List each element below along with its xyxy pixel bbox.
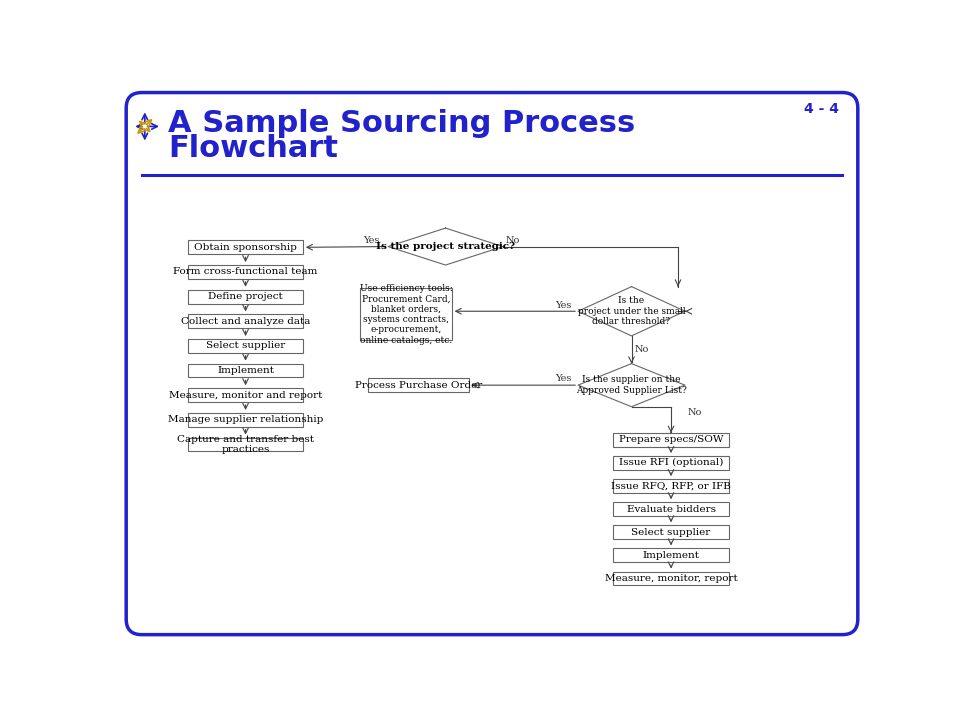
Text: No: No [506, 236, 520, 245]
FancyBboxPatch shape [612, 456, 730, 470]
FancyBboxPatch shape [612, 549, 730, 562]
Text: Is the project strategic?: Is the project strategic? [376, 242, 516, 251]
Text: Collect and analyze data: Collect and analyze data [180, 317, 310, 325]
Text: Select supplier: Select supplier [632, 528, 710, 536]
Text: Issue RFQ, RFP, or IFB: Issue RFQ, RFP, or IFB [612, 482, 731, 490]
Text: Implement: Implement [642, 551, 700, 560]
FancyBboxPatch shape [360, 288, 452, 341]
Text: Form cross-functional team: Form cross-functional team [174, 267, 318, 276]
FancyBboxPatch shape [188, 388, 303, 402]
Polygon shape [578, 364, 685, 407]
FancyBboxPatch shape [188, 438, 303, 451]
Text: A Sample Sourcing Process: A Sample Sourcing Process [168, 109, 636, 138]
Text: Issue RFI (optional): Issue RFI (optional) [619, 459, 723, 467]
Text: Measure, monitor, report: Measure, monitor, report [605, 574, 737, 583]
FancyBboxPatch shape [188, 339, 303, 353]
FancyBboxPatch shape [612, 526, 730, 539]
Text: Obtain sponsorship: Obtain sponsorship [194, 243, 297, 252]
FancyBboxPatch shape [126, 93, 858, 634]
Text: No: No [688, 408, 703, 418]
FancyBboxPatch shape [612, 479, 730, 493]
Polygon shape [578, 287, 685, 336]
Text: Measure, monitor and report: Measure, monitor and report [169, 391, 323, 400]
Text: Manage supplier relationship: Manage supplier relationship [168, 415, 324, 424]
Polygon shape [388, 228, 503, 265]
Text: Prepare specs/SOW: Prepare specs/SOW [619, 436, 723, 444]
Text: Capture and transfer best
practices: Capture and transfer best practices [177, 435, 314, 454]
FancyBboxPatch shape [188, 289, 303, 304]
Text: Yes: Yes [363, 236, 380, 245]
Text: Process Purchase Order: Process Purchase Order [355, 381, 482, 390]
FancyBboxPatch shape [612, 433, 730, 446]
Text: Is the supplier on the
Approved Supplier List?: Is the supplier on the Approved Supplier… [576, 375, 686, 395]
Text: Evaluate bidders: Evaluate bidders [627, 505, 715, 513]
FancyBboxPatch shape [188, 265, 303, 279]
FancyBboxPatch shape [188, 364, 303, 377]
FancyBboxPatch shape [612, 502, 730, 516]
Text: Implement: Implement [217, 366, 274, 375]
FancyBboxPatch shape [612, 572, 730, 585]
Text: Define project: Define project [208, 292, 283, 301]
Text: Is the
project under the small
dollar threshold?: Is the project under the small dollar th… [578, 297, 685, 326]
Text: 4 - 4: 4 - 4 [804, 102, 839, 116]
FancyBboxPatch shape [368, 378, 468, 392]
FancyBboxPatch shape [188, 413, 303, 427]
Text: Yes: Yes [555, 300, 571, 310]
Text: Select supplier: Select supplier [206, 341, 285, 351]
Text: Use efficiency tools:
Procurement Card,
blanket orders,
systems contracts,
e-pro: Use efficiency tools: Procurement Card, … [360, 284, 452, 345]
FancyBboxPatch shape [188, 315, 303, 328]
Text: Flowchart: Flowchart [168, 134, 338, 163]
Text: No: No [635, 345, 649, 354]
Text: Yes: Yes [555, 374, 571, 384]
FancyBboxPatch shape [188, 240, 303, 254]
